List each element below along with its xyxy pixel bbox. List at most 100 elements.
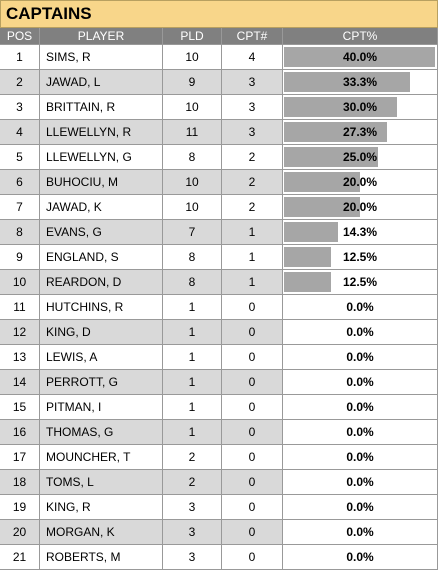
player: LLEWELLYN, G bbox=[40, 145, 163, 170]
pct-cell: 0.0% bbox=[283, 520, 438, 545]
pos: 5 bbox=[0, 145, 40, 170]
captaincies: 3 bbox=[222, 70, 283, 95]
pos: 16 bbox=[0, 420, 40, 445]
pct-label: 0.0% bbox=[346, 375, 374, 389]
pct-label: 27.3% bbox=[342, 125, 378, 139]
pct-cell: 0.0% bbox=[283, 295, 438, 320]
pos: 21 bbox=[0, 545, 40, 570]
column-header: PLD bbox=[163, 28, 222, 45]
played: 1 bbox=[163, 320, 222, 345]
pos: 18 bbox=[0, 470, 40, 495]
played: 11 bbox=[163, 120, 222, 145]
player: PITMAN, I bbox=[40, 395, 163, 420]
pct-cell: 30.0% bbox=[283, 95, 438, 120]
pct-cell: 0.0% bbox=[283, 495, 438, 520]
data-bar bbox=[284, 172, 360, 192]
played: 1 bbox=[163, 345, 222, 370]
pct-label: 25.0% bbox=[342, 150, 378, 164]
captaincies: 0 bbox=[222, 370, 283, 395]
player: KING, D bbox=[40, 320, 163, 345]
captaincies: 0 bbox=[222, 295, 283, 320]
pct-cell: 20.0% bbox=[283, 195, 438, 220]
data-bar bbox=[284, 197, 360, 217]
played: 7 bbox=[163, 220, 222, 245]
captaincies: 2 bbox=[222, 170, 283, 195]
player: EVANS, G bbox=[40, 220, 163, 245]
pct-cell: 0.0% bbox=[283, 370, 438, 395]
title: CAPTAINS bbox=[0, 0, 438, 28]
column-header: CPT% bbox=[283, 28, 438, 45]
pct-label: 0.0% bbox=[346, 475, 374, 489]
pos: 15 bbox=[0, 395, 40, 420]
pct-cell: 0.0% bbox=[283, 445, 438, 470]
pct-label: 0.0% bbox=[346, 400, 374, 414]
pct-cell: 0.0% bbox=[283, 420, 438, 445]
pos: 3 bbox=[0, 95, 40, 120]
played: 10 bbox=[163, 170, 222, 195]
pct-cell: 20.0% bbox=[283, 170, 438, 195]
captaincies: 3 bbox=[222, 95, 283, 120]
played: 10 bbox=[163, 45, 222, 70]
pct-cell: 0.0% bbox=[283, 345, 438, 370]
pos: 4 bbox=[0, 120, 40, 145]
pct-label: 0.0% bbox=[346, 350, 374, 364]
played: 2 bbox=[163, 445, 222, 470]
player: MOUNCHER, T bbox=[40, 445, 163, 470]
pct-label: 0.0% bbox=[346, 325, 374, 339]
played: 1 bbox=[163, 295, 222, 320]
played: 8 bbox=[163, 270, 222, 295]
played: 8 bbox=[163, 145, 222, 170]
pct-label: 0.0% bbox=[346, 550, 374, 564]
column-header: PLAYER bbox=[40, 28, 163, 45]
column-header: POS bbox=[0, 28, 40, 45]
pct-label: 12.5% bbox=[342, 275, 378, 289]
pct-label: 20.0% bbox=[342, 175, 378, 189]
played: 1 bbox=[163, 370, 222, 395]
player: LLEWELLYN, R bbox=[40, 120, 163, 145]
player: JAWAD, K bbox=[40, 195, 163, 220]
pos: 2 bbox=[0, 70, 40, 95]
played: 3 bbox=[163, 545, 222, 570]
captaincies: 2 bbox=[222, 145, 283, 170]
pct-cell: 40.0% bbox=[283, 45, 438, 70]
pct-label: 40.0% bbox=[342, 50, 378, 64]
player: JAWAD, L bbox=[40, 70, 163, 95]
captaincies: 0 bbox=[222, 420, 283, 445]
pos: 8 bbox=[0, 220, 40, 245]
pct-cell: 25.0% bbox=[283, 145, 438, 170]
data-bar bbox=[284, 122, 388, 142]
pos: 20 bbox=[0, 520, 40, 545]
pct-label: 0.0% bbox=[346, 425, 374, 439]
captaincies: 0 bbox=[222, 470, 283, 495]
captaincies: 1 bbox=[222, 220, 283, 245]
data-bar bbox=[284, 272, 332, 292]
captaincies: 0 bbox=[222, 395, 283, 420]
captaincies: 1 bbox=[222, 245, 283, 270]
pct-cell: 14.3% bbox=[283, 220, 438, 245]
pos: 10 bbox=[0, 270, 40, 295]
pct-cell: 0.0% bbox=[283, 320, 438, 345]
played: 3 bbox=[163, 520, 222, 545]
pos: 7 bbox=[0, 195, 40, 220]
data-bar bbox=[284, 47, 435, 67]
column-header: CPT# bbox=[222, 28, 283, 45]
player: LEWIS, A bbox=[40, 345, 163, 370]
captaincies: 0 bbox=[222, 545, 283, 570]
played: 8 bbox=[163, 245, 222, 270]
data-bar bbox=[284, 222, 338, 242]
captaincies: 3 bbox=[222, 120, 283, 145]
pct-label: 14.3% bbox=[342, 225, 378, 239]
captaincies: 0 bbox=[222, 345, 283, 370]
captaincies: 0 bbox=[222, 320, 283, 345]
pct-label: 33.3% bbox=[342, 75, 378, 89]
pct-cell: 12.5% bbox=[283, 270, 438, 295]
pct-label: 12.5% bbox=[342, 250, 378, 264]
pos: 1 bbox=[0, 45, 40, 70]
captaincies: 0 bbox=[222, 445, 283, 470]
player: ENGLAND, S bbox=[40, 245, 163, 270]
data-bar bbox=[284, 147, 379, 167]
player: MORGAN, K bbox=[40, 520, 163, 545]
pos: 11 bbox=[0, 295, 40, 320]
player: TOMS, L bbox=[40, 470, 163, 495]
